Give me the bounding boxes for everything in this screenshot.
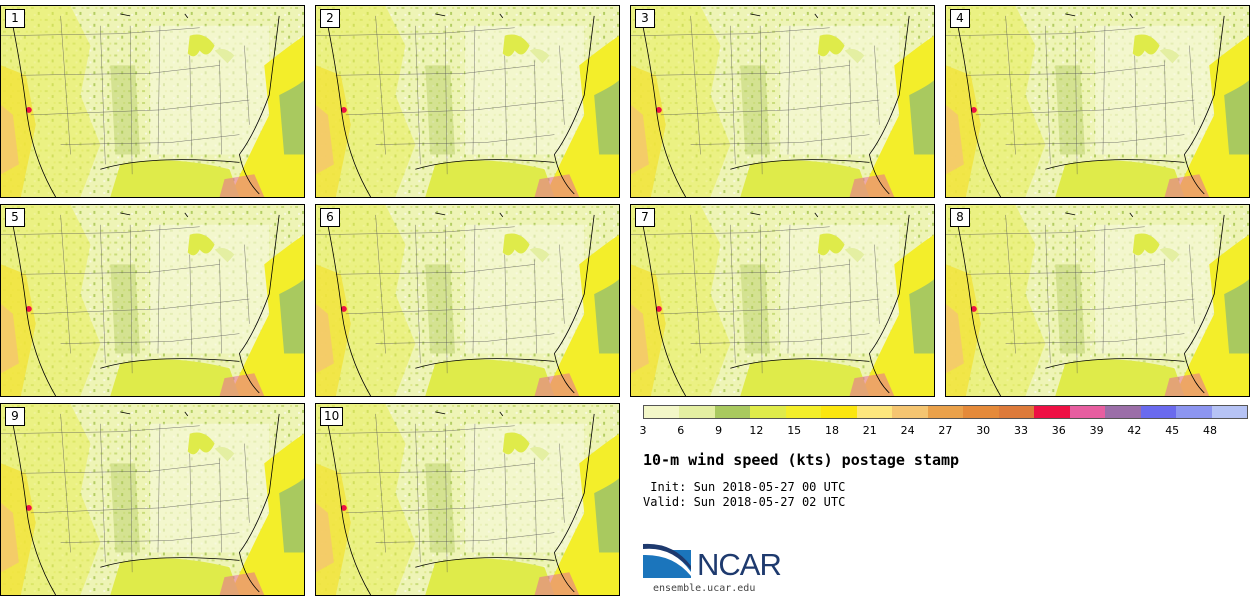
colorbar-segment (1211, 406, 1247, 418)
site-url: ensemble.ucar.edu (653, 583, 756, 594)
colorbar-tick-label: 33 (1014, 424, 1028, 437)
colorbar-tick-label: 18 (825, 424, 839, 437)
member-panel-8: 8 (945, 204, 1250, 397)
init-time: Init: Sun 2018-05-27 00 UTC (643, 480, 846, 494)
wind-map (1, 205, 304, 396)
plot-title: 10-m wind speed (kts) postage stamp (643, 451, 960, 469)
member-label: 5 (5, 208, 25, 227)
colorbar-segment (998, 406, 1035, 418)
member-label: 9 (5, 407, 25, 426)
colorbar-tick-label: 27 (938, 424, 953, 437)
member-label: 2 (320, 9, 340, 28)
colorbar-segment (679, 406, 715, 418)
colorbar-segment (644, 406, 680, 418)
wind-map (1, 6, 304, 197)
member-panel-6: 6 (315, 204, 620, 397)
colorbar-tick-label: 6 (677, 424, 685, 437)
member-panel-9: 9 (0, 403, 305, 596)
wind-map (631, 205, 934, 396)
wind-map (631, 6, 934, 197)
wind-map (316, 6, 619, 197)
colorbar-segment (892, 406, 928, 418)
wind-map (946, 6, 1249, 197)
colorbar-segment (927, 406, 964, 418)
member-label: 1 (5, 9, 25, 28)
colorbar-tick-label: 12 (749, 424, 764, 437)
colorbar-tick-label: 30 (976, 424, 991, 437)
colorbar-segment (1176, 406, 1212, 418)
ncar-logo-text: NCAR (697, 547, 782, 582)
colorbar-segment (1140, 406, 1177, 418)
colorbar-tick-label: 48 (1203, 424, 1217, 437)
colorbar-tick-label: 42 (1127, 424, 1142, 437)
colorbar-tick-label: 9 (715, 424, 723, 437)
member-panel-2: 2 (315, 5, 620, 198)
valid-time: Valid: Sun 2018-05-27 02 UTC (643, 495, 846, 509)
member-label: 8 (950, 208, 970, 227)
member-panel-7: 7 (630, 204, 935, 397)
colorbar-segment (714, 406, 751, 418)
colorbar-segment (750, 406, 786, 418)
member-panel-3: 3 (630, 5, 935, 198)
wind-map (946, 205, 1249, 396)
member-label: 3 (635, 9, 655, 28)
colorbar-tick-label: 36 (1051, 424, 1066, 437)
wind-map (1, 404, 304, 595)
wind-map (316, 404, 619, 595)
colorbar-segment (785, 406, 822, 418)
colorbar-segment (821, 406, 857, 418)
colorbar (643, 405, 1248, 419)
colorbar-tick-label: 21 (862, 424, 877, 437)
member-panel-10: 10 (315, 403, 620, 596)
colorbar-segment (856, 406, 893, 418)
colorbar-segment (1034, 406, 1070, 418)
colorbar-tick-label: 39 (1089, 424, 1104, 437)
colorbar-tick-label: 45 (1165, 424, 1180, 437)
colorbar-tick-label: 24 (900, 424, 915, 437)
wind-map (316, 205, 619, 396)
member-label: 7 (635, 208, 655, 227)
member-panel-4: 4 (945, 5, 1250, 198)
colorbar-tick-label: 15 (787, 424, 802, 437)
member-label: 4 (950, 9, 970, 28)
colorbar-segment (1105, 406, 1141, 418)
member-panel-1: 1 (0, 5, 305, 198)
ncar-logo-icon (643, 543, 691, 578)
member-panel-5: 5 (0, 204, 305, 397)
colorbar-ticks: 3 6 9 12 15 18 21 24 27 30 33 36 39 42 45 48 (639, 424, 1248, 440)
member-label: 6 (320, 208, 340, 227)
member-label: 10 (320, 407, 344, 426)
colorbar-segment (963, 406, 999, 418)
colorbar-tick-label: 3 (639, 424, 647, 437)
colorbar-segment (1069, 406, 1106, 418)
